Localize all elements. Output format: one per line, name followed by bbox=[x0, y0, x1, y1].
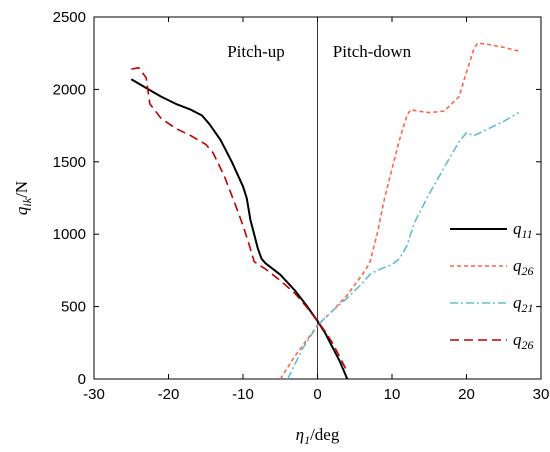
legend-label-q26-1: q26 bbox=[513, 256, 534, 278]
legend-label-q26-3: q26 bbox=[513, 330, 534, 352]
region-label-right: Pitch-down bbox=[333, 42, 412, 61]
x-tick-label: 30 bbox=[533, 386, 550, 403]
labels-group: Pitch-up Pitch-down η1/deg qik/N bbox=[12, 42, 412, 447]
y-tick-label: 2000 bbox=[53, 81, 86, 98]
series-group bbox=[130, 42, 520, 380]
y-tick-label: 1000 bbox=[53, 226, 86, 243]
legend-label-q11-0: q11 bbox=[513, 219, 533, 241]
region-label-left: Pitch-up bbox=[227, 42, 285, 61]
y-tick-label: 500 bbox=[61, 299, 86, 316]
series-line-q11-0 bbox=[130, 78, 349, 380]
y-tick-label: 2500 bbox=[53, 9, 86, 26]
series-line-q26-3 bbox=[131, 66, 349, 373]
x-tick-label: 10 bbox=[384, 386, 401, 403]
legend: q11 q26 q21 q26 bbox=[450, 219, 534, 352]
legend-label-q21-2: q21 bbox=[513, 293, 534, 315]
series-line-q21-2 bbox=[286, 111, 520, 380]
y-tick-label: 1500 bbox=[53, 154, 86, 171]
x-tick-label: 0 bbox=[313, 386, 321, 403]
y-axis-label: qik/N bbox=[12, 181, 34, 215]
y-tick-label: 0 bbox=[78, 371, 86, 388]
x-tick-label: -30 bbox=[83, 386, 105, 403]
x-tick-label: -20 bbox=[158, 386, 180, 403]
x-axis-label: η1/deg bbox=[296, 425, 340, 447]
x-tick-label: 20 bbox=[458, 386, 475, 403]
series-line-q26-1 bbox=[279, 42, 519, 380]
x-tick-label: -10 bbox=[232, 386, 254, 403]
axes-group: -30 -20 -10 0 10 20 30 0 500 1000 1500 2000 2500 bbox=[53, 9, 550, 403]
